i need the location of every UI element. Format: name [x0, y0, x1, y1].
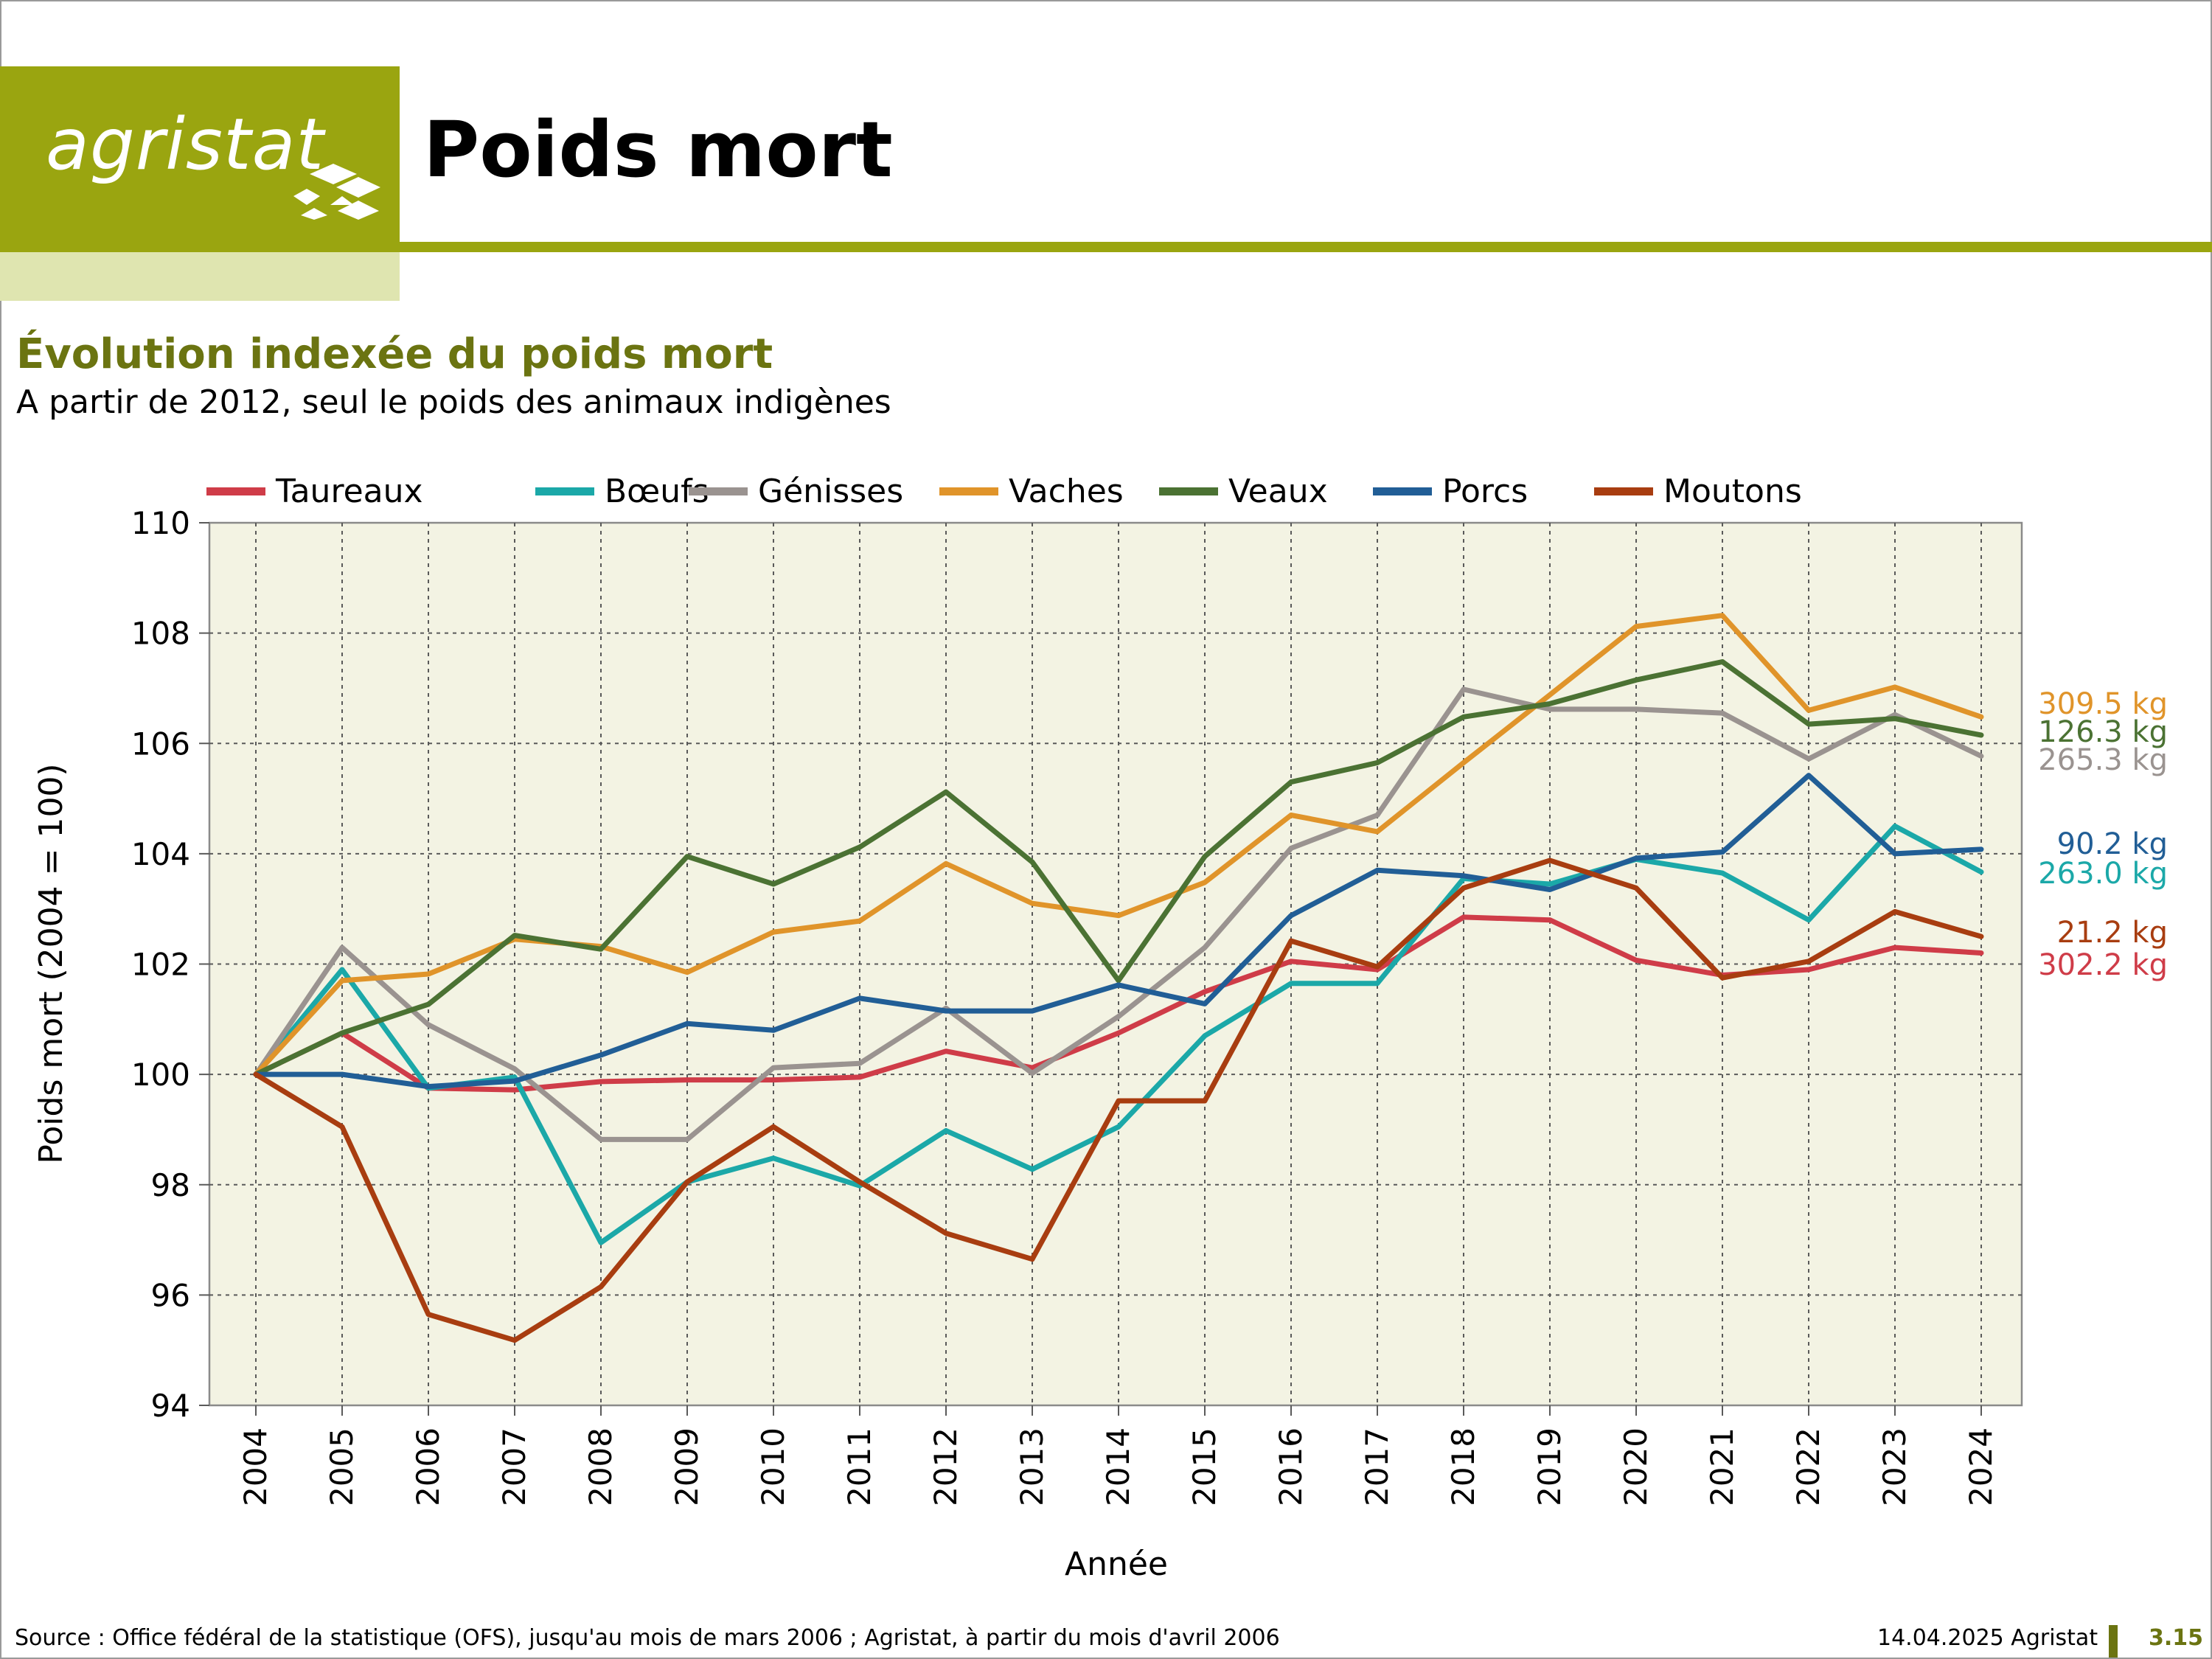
- x-tick-label: 2004: [237, 1427, 274, 1506]
- y-tick-label: 96: [151, 1277, 190, 1313]
- legend-swatch: [206, 487, 265, 495]
- x-tick-label: 2020: [1618, 1427, 1654, 1506]
- page-title: Poids mort: [423, 105, 893, 195]
- x-tick-label: 2016: [1273, 1427, 1309, 1506]
- brand-banner: [0, 66, 400, 252]
- end-label: 21.2 kg: [2057, 916, 2168, 950]
- legend-item: Porcs: [1373, 469, 1528, 513]
- x-tick-label: 2015: [1186, 1427, 1222, 1506]
- legend-swatch: [1373, 487, 1432, 495]
- y-tick-label: 108: [131, 616, 190, 652]
- series-line-b-ufs: [253, 824, 1984, 1245]
- series-line-porcs: [253, 773, 1984, 1090]
- series-line-g-nisses: [253, 686, 1984, 1142]
- end-label: 126.3 kg: [2038, 715, 2168, 749]
- y-tick-label: 100: [131, 1057, 190, 1093]
- legend-swatch: [1159, 487, 1218, 495]
- footer-source: Source : Office fédéral de la statistiqu…: [15, 1625, 1280, 1651]
- series-line-moutons: [253, 858, 1984, 1343]
- header-rule: [400, 242, 2212, 252]
- series-line-veaux: [253, 659, 1984, 1077]
- x-tick-label: 2018: [1445, 1427, 1481, 1506]
- x-tick-label: 2011: [841, 1427, 877, 1506]
- legend-label: Porcs: [1442, 472, 1528, 510]
- chart-subtitle: Évolution indexée du poids mort: [16, 330, 773, 378]
- x-tick-label: 2017: [1359, 1427, 1395, 1506]
- y-tick-label: 106: [131, 726, 190, 762]
- end-label: 309.5 kg: [2038, 687, 2168, 721]
- legend-label: Veaux: [1228, 472, 1328, 510]
- x-tick-label: 2022: [1790, 1427, 1826, 1506]
- agristat-logo-icon: [293, 164, 380, 220]
- x-tick-label: 2021: [1704, 1427, 1740, 1506]
- x-tick-label: 2012: [928, 1427, 964, 1506]
- y-axis-title: Poids mort (2004 = 100): [32, 763, 70, 1164]
- x-tick-label: 2019: [1531, 1427, 1568, 1506]
- legend-swatch: [689, 487, 748, 495]
- brand-banner-footer: [0, 252, 400, 301]
- agristat-logo: agristat: [46, 103, 325, 186]
- legend-label: Vaches: [1009, 472, 1124, 510]
- x-tick-label: 2009: [669, 1427, 705, 1506]
- legend-item: Moutons: [1594, 469, 1802, 513]
- y-tick-label: 110: [131, 505, 190, 541]
- x-tick-label: 2006: [410, 1427, 446, 1506]
- footer-divider: [2109, 1625, 2118, 1658]
- legend-item: Taureaux: [206, 469, 423, 513]
- x-tick-label: 2023: [1877, 1427, 1913, 1506]
- legend-swatch: [1594, 487, 1653, 495]
- chart-note: A partir de 2012, seul le poids des anim…: [16, 383, 891, 421]
- x-tick-label: 2014: [1100, 1427, 1136, 1506]
- page-number: 3.15: [2149, 1625, 2204, 1651]
- y-tick-label: 102: [131, 947, 190, 983]
- x-tick-label: 2007: [496, 1427, 532, 1506]
- x-axis-title: Année: [1065, 1545, 1168, 1583]
- series-line-taureaux: [253, 914, 1984, 1093]
- legend-label: Taureaux: [276, 472, 423, 510]
- x-tick-label: 2024: [1963, 1427, 1999, 1506]
- line-chart: 94 96 98 100 102 104 106 108 110 2004 2005 2006 2007…: [32, 505, 2168, 1583]
- legend-item: Veaux: [1159, 469, 1328, 513]
- legend-swatch: [535, 487, 594, 495]
- end-label: 265.3 kg: [2038, 743, 2168, 777]
- legend-label: Génisses: [758, 472, 904, 510]
- x-tick-label: 2013: [1014, 1427, 1050, 1506]
- footer-date: 14.04.2025 Agristat: [1877, 1625, 2098, 1651]
- x-tick-label: 2010: [755, 1427, 791, 1506]
- end-label: 302.2 kg: [2038, 948, 2168, 982]
- end-label: 263.0 kg: [2038, 857, 2168, 891]
- x-tick-label: 2005: [324, 1427, 360, 1506]
- legend-item: Vaches: [939, 469, 1124, 513]
- end-label: 90.2 kg: [2057, 827, 2168, 861]
- y-tick-label: 98: [151, 1167, 190, 1203]
- y-tick-label: 94: [151, 1388, 190, 1424]
- x-tick-label: 2008: [582, 1427, 619, 1506]
- y-tick-label: 104: [131, 836, 190, 872]
- legend-item: Génisses: [689, 469, 903, 513]
- legend-swatch: [939, 487, 998, 495]
- legend-label: Moutons: [1663, 472, 1802, 510]
